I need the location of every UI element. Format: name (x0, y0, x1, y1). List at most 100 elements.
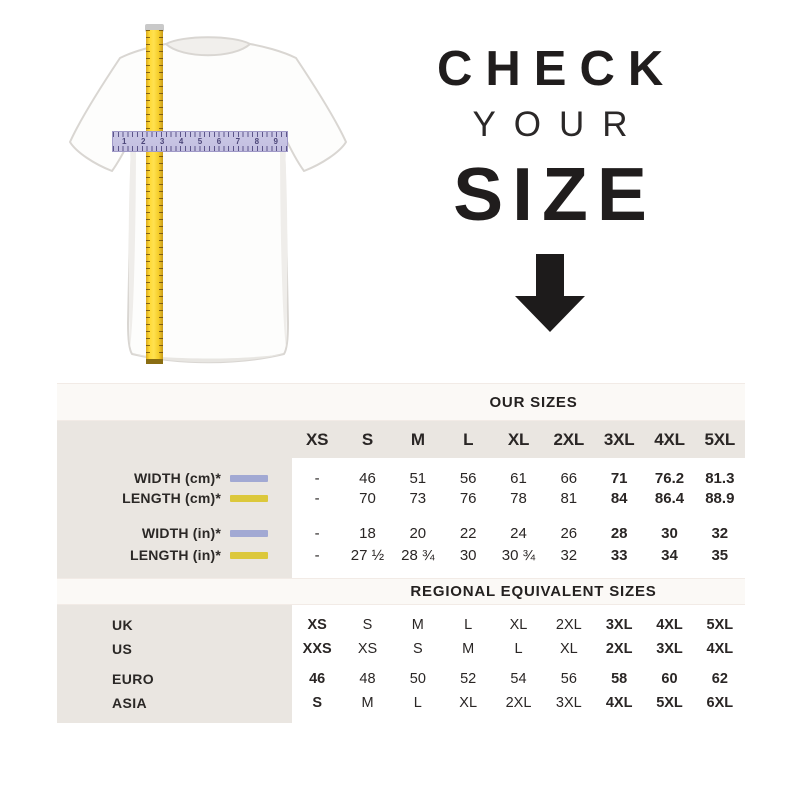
size-value: 4XL (706, 641, 734, 657)
size-value: L (413, 695, 422, 711)
row-label: WIDTH (cm)* (134, 470, 221, 486)
region-label: EURO (112, 671, 155, 687)
region-label: US (112, 641, 133, 657)
tape-end-cap (146, 359, 163, 364)
ruler-number: 4 (178, 137, 184, 146)
tape-metal-tip (145, 24, 164, 32)
regional-sizes-title: REGIONAL EQUIVALENT SIZES (57, 578, 745, 605)
size-value: 54 (510, 671, 527, 687)
size-columns-header: XS S M L XL 2XL 3XL 4XL 5XL (57, 421, 745, 458)
region-label: ASIA (112, 695, 148, 711)
length-measuring-tape (146, 30, 163, 362)
ruler-number: 8 (254, 137, 260, 146)
size-value: 33 (610, 546, 628, 564)
size-value: 26 (560, 524, 578, 542)
size-value: 88.9 (705, 489, 735, 507)
size-value: 27 ½ (350, 546, 385, 564)
size-value: 86.4 (654, 489, 685, 507)
length-tape-swatch (230, 494, 268, 502)
size-value: 3XL (605, 617, 633, 633)
size-value: XL (459, 695, 478, 711)
column-header: S (361, 429, 374, 449)
size-value: 56 (560, 671, 577, 687)
column-header: 5XL (704, 429, 736, 449)
ruler-number: 3 (159, 137, 165, 146)
size-value: 71 (610, 469, 628, 487)
tshirt-illustration: 1 2 3 4 5 6 7 8 9 (62, 18, 354, 368)
table-row: WIDTH (in)* - 18 20 22 24 26 28 30 32 (57, 522, 745, 544)
size-value: L (464, 617, 473, 633)
size-value: 3XL (656, 641, 683, 657)
row-label: LENGTH (cm)* (122, 490, 221, 506)
size-value: 24 (510, 524, 527, 542)
size-value: M (411, 617, 424, 633)
size-value: 76 (459, 489, 477, 507)
length-tape-swatch (230, 551, 268, 559)
size-value: 51 (409, 469, 427, 487)
ruler-numbers: 1 2 3 4 5 6 7 8 9 (113, 132, 287, 151)
size-value: S (412, 641, 423, 657)
size-value: 2XL (605, 641, 633, 657)
size-value: XXS (302, 641, 332, 657)
size-value: 70 (359, 489, 376, 507)
column-header: XL (507, 429, 530, 449)
width-tape-swatch (230, 474, 268, 482)
region-label: UK (112, 617, 134, 633)
size-value: 32 (560, 546, 578, 564)
size-value: - (314, 524, 320, 542)
ruler-number: 2 (140, 137, 146, 146)
table-row: EURO 46 48 50 52 54 56 58 60 62 (57, 667, 745, 691)
size-value: 30 (459, 546, 477, 564)
ruler-number: 5 (197, 137, 203, 146)
size-value: 48 (359, 671, 376, 687)
size-chart: OUR SIZES XS S M L XL 2XL 3XL 4XL 5XL WI… (57, 383, 745, 723)
size-value: 2XL (505, 695, 532, 711)
size-value: XS (357, 641, 378, 657)
table-row: WIDTH (cm)* - 46 51 56 61 66 71 76.2 81.… (57, 468, 745, 488)
hero-line-size: SIZE (453, 152, 656, 236)
regional-table: UK XS S M L XL 2XL 3XL 4XL 5XL US XXS XS… (57, 605, 745, 723)
ruler-number: 1 (122, 137, 127, 146)
table-row: LENGTH (cm)* - 70 73 76 78 81 84 86.4 88… (57, 488, 745, 508)
row-label: WIDTH (in)* (141, 525, 221, 541)
size-value: S (362, 617, 373, 633)
tshirt-image (69, 36, 347, 364)
size-value: - (314, 489, 320, 507)
size-value: 32 (711, 524, 729, 542)
ruler-number: 9 (273, 137, 278, 146)
size-value: 20 (409, 524, 427, 542)
size-value: 30 (661, 524, 678, 542)
size-value: 61 (510, 469, 527, 487)
table-row: US XXS XS S M L XL 2XL 3XL 4XL (57, 637, 745, 661)
size-value: 5XL (656, 695, 683, 711)
column-header: L (463, 429, 474, 449)
size-value: 58 (611, 671, 628, 687)
measurements-table: WIDTH (cm)* - 46 51 56 61 66 71 76.2 81.… (57, 458, 745, 578)
size-value: 28 ¾ (401, 546, 435, 564)
size-value: 81.3 (705, 469, 735, 487)
size-value: 4XL (605, 695, 633, 711)
size-value: XS (307, 617, 327, 633)
size-value: - (314, 546, 320, 564)
size-value: 84 (610, 489, 628, 507)
column-header: 4XL (654, 429, 685, 449)
width-measuring-ruler: 1 2 3 4 5 6 7 8 9 (112, 131, 288, 152)
size-value: 73 (409, 489, 427, 507)
column-header: M (410, 429, 425, 449)
size-value: 81 (560, 489, 578, 507)
size-value: 22 (459, 524, 477, 542)
size-value: 18 (359, 524, 376, 542)
size-value: S (312, 695, 322, 711)
size-value: 35 (711, 546, 729, 564)
ruler-number: 7 (235, 137, 241, 146)
size-value: 66 (560, 469, 578, 487)
hero-line-your: YOUR (472, 105, 646, 144)
table-row: LENGTH (in)* - 27 ½ 28 ¾ 30 30 ¾ 32 33 3… (57, 544, 745, 566)
size-value: M (462, 641, 475, 657)
size-value: 62 (711, 671, 728, 687)
table-row: ASIA S M L XL 2XL 3XL 4XL 5XL 6XL (57, 691, 745, 715)
size-value: 3XL (555, 695, 582, 711)
column-header: 2XL (553, 429, 585, 449)
size-value: M (361, 695, 374, 711)
size-value: XL (559, 641, 578, 657)
